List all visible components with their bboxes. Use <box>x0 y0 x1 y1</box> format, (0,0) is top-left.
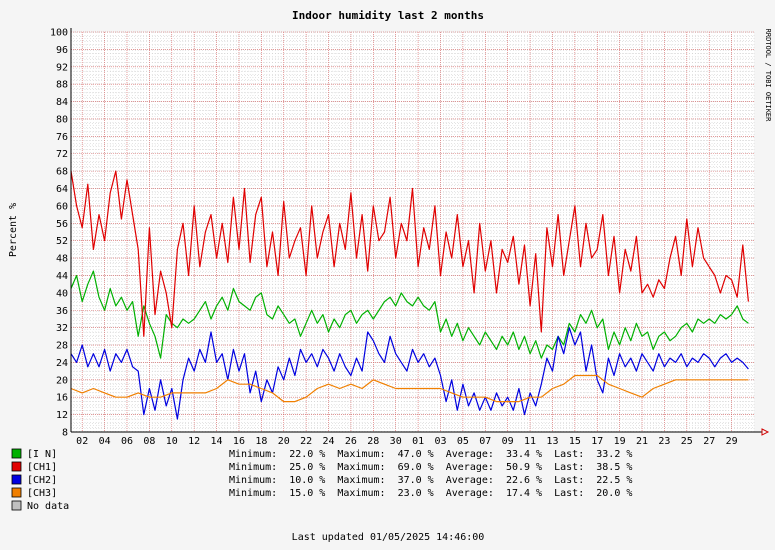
legend-swatch <box>11 461 22 472</box>
legend-label: [CH2] <box>27 475 57 486</box>
y-tick-label: 72 <box>56 149 68 160</box>
x-tick-label: 17 <box>591 436 603 447</box>
x-tick-label: 12 <box>188 436 200 447</box>
x-tick-label: 30 <box>390 436 402 447</box>
last-updated-text: Last updated 01/05/2025 14:46:00 <box>292 532 485 543</box>
x-tick-label: 16 <box>233 436 245 447</box>
x-tick-label: 11 <box>524 436 536 447</box>
y-tick-label: 64 <box>56 184 68 195</box>
legend: [I N] Minimum: 22.0 % Maximum: 47.0 % Ave… <box>11 448 632 512</box>
x-tick-label: 09 <box>502 436 514 447</box>
y-tick-label: 40 <box>56 288 68 299</box>
series-group <box>70 170 749 420</box>
watermark: RRDTOOL / TOBI OETIKER <box>764 29 772 123</box>
legend-label: [CH3] <box>27 488 57 499</box>
axes <box>70 28 770 436</box>
y-tick-label: 48 <box>56 254 68 265</box>
y-tick-label: 68 <box>56 167 68 178</box>
x-tick-label: 10 <box>166 436 178 447</box>
x-tick-label: 03 <box>434 436 446 447</box>
y-axis-label: Percent % <box>8 203 19 257</box>
y-tick-label: 76 <box>56 132 68 143</box>
legend-swatch <box>11 474 22 485</box>
legend-stats: Minimum: 22.0 % Maximum: 47.0 % Average:… <box>229 449 632 460</box>
x-tick-label: 02 <box>76 436 88 447</box>
y-tick-label: 16 <box>56 393 68 404</box>
y-tick-label: 60 <box>56 201 68 212</box>
legend-stats: Minimum: 25.0 % Maximum: 69.0 % Average:… <box>229 462 632 473</box>
major-grid <box>71 31 754 433</box>
x-tick-label: 04 <box>99 436 111 447</box>
y-tick-label: 84 <box>56 97 68 108</box>
y-tick-label: 52 <box>56 236 68 247</box>
series-line-ch1 <box>70 170 749 337</box>
x-tick-label: 01 <box>412 436 424 447</box>
x-tick-label: 22 <box>300 436 312 447</box>
x-axis-arrow <box>761 428 770 436</box>
x-tick-label: 05 <box>457 436 469 447</box>
legend-label: [I N] <box>27 449 57 460</box>
y-tick-label: 92 <box>56 62 68 73</box>
y-tick-label: 88 <box>56 80 68 91</box>
legend-swatch <box>11 487 22 498</box>
y-tick-label: 96 <box>56 45 68 56</box>
x-tick-label: 28 <box>367 436 379 447</box>
y-tick-label: 20 <box>56 375 68 386</box>
y-tick-label: 28 <box>56 341 68 352</box>
x-tick-label: 15 <box>569 436 581 447</box>
x-tick-label: 27 <box>703 436 715 447</box>
x-tick-label: 26 <box>345 436 357 447</box>
y-tick-label: 8 <box>62 428 68 439</box>
legend-swatch <box>11 448 22 459</box>
x-tick-label: 14 <box>211 436 223 447</box>
x-tick-label: 19 <box>614 436 626 447</box>
x-tick-label: 06 <box>121 436 133 447</box>
x-tick-label: 08 <box>143 436 155 447</box>
legend-label: [CH1] <box>27 462 57 473</box>
x-tick-label: 23 <box>658 436 670 447</box>
y-tick-label: 44 <box>56 271 68 282</box>
x-tick-label: 29 <box>726 436 738 447</box>
x-tick-labels: 02 04 06 08 10 12 14 16 18 20 22 24 26 28 30 01 03 05 07 09… <box>76 436 737 447</box>
x-tick-label: 20 <box>278 436 290 447</box>
legend-label: No data <box>27 501 69 512</box>
legend-stats: Minimum: 15.0 % Maximum: 23.0 % Average:… <box>229 488 632 499</box>
x-tick-label: 21 <box>636 436 648 447</box>
x-tick-label: 07 <box>479 436 491 447</box>
y-tick-label: 100 <box>50 28 68 39</box>
legend-swatch <box>11 500 22 511</box>
y-tick-label: 32 <box>56 323 68 334</box>
y-tick-label: 36 <box>56 306 68 317</box>
y-tick-label: 56 <box>56 219 68 230</box>
series-line-ch3 <box>70 374 749 403</box>
x-tick-label: 24 <box>323 436 335 447</box>
series-line-in <box>70 270 749 359</box>
y-tick-label: 80 <box>56 114 68 125</box>
y-tick-labels: 8 12 16 20 24 28 32 36 40 44 48 52 56 60 64 68 72 76 80 84 8… <box>50 28 68 439</box>
chart-title: Indoor humidity last 2 months <box>292 9 484 22</box>
x-tick-label: 25 <box>681 436 693 447</box>
y-tick-label: 24 <box>56 358 68 369</box>
legend-stats: Minimum: 10.0 % Maximum: 37.0 % Average:… <box>229 475 632 486</box>
series-line-ch2 <box>70 327 749 420</box>
x-tick-label: 13 <box>546 436 558 447</box>
y-tick-label: 12 <box>56 410 68 421</box>
x-tick-label: 18 <box>255 436 267 447</box>
